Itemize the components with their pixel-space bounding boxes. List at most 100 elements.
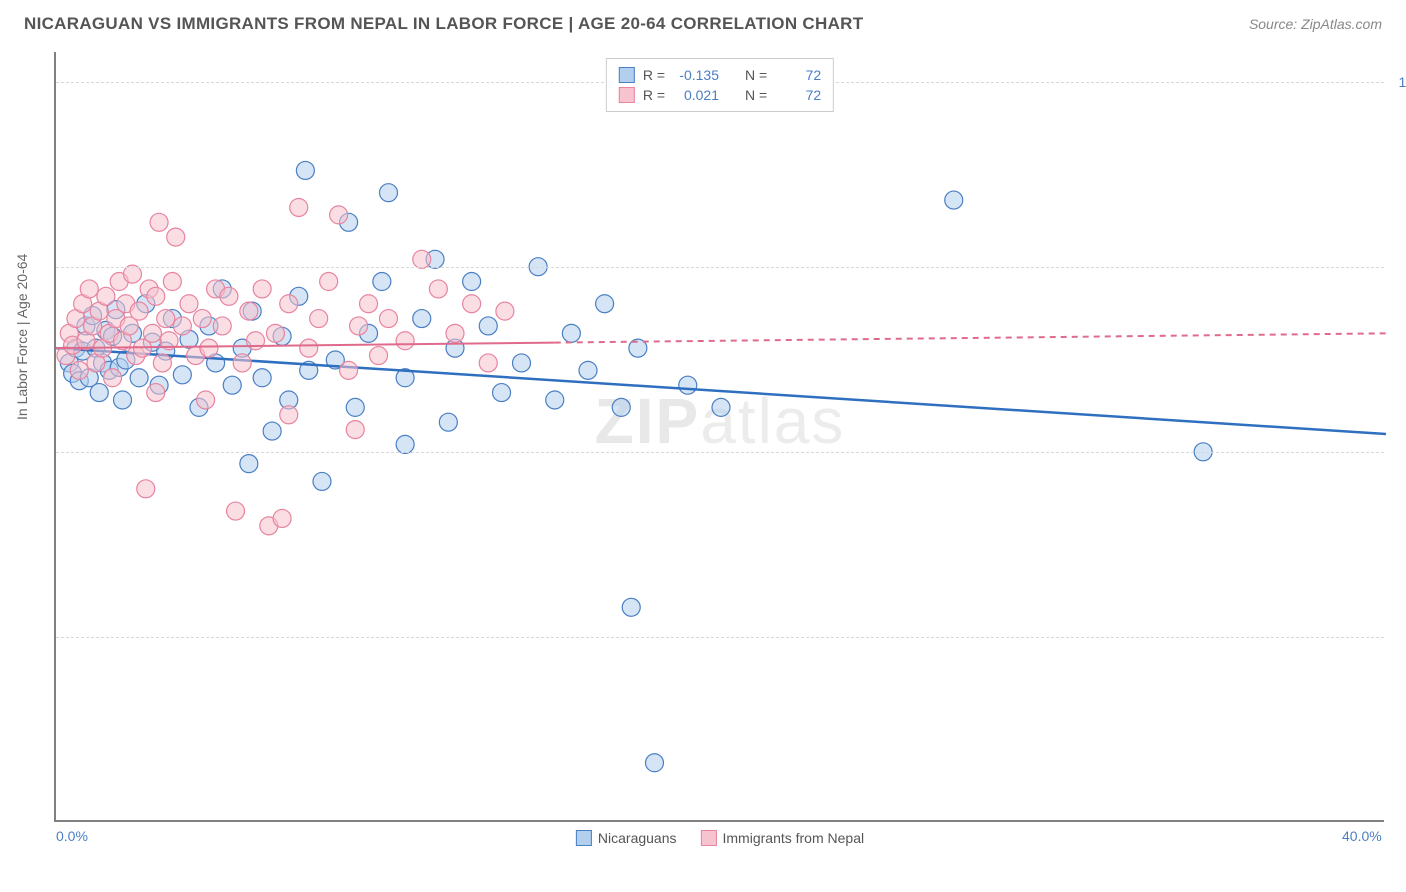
data-point [646,754,664,772]
data-point [173,317,191,335]
data-point [300,339,318,357]
data-point [223,376,241,394]
n-label: N = [745,67,767,83]
data-point [380,184,398,202]
data-point [213,317,231,335]
data-point [247,332,265,350]
data-point [380,310,398,328]
data-point [173,366,191,384]
chart-plot-area: ZIPatlas R = -0.135 N = 72 R = 0.021 N =… [54,52,1384,822]
gridline [56,637,1384,638]
data-point [562,324,580,342]
r-label: R = [643,87,665,103]
data-point [80,280,98,298]
data-point [346,398,364,416]
data-point [350,317,368,335]
legend-item: Nicaraguans [576,830,677,846]
data-point [439,413,457,431]
scatter-svg [56,52,1384,820]
y-axis-label: In Labor Force | Age 20-64 [14,254,30,420]
chart-title: NICARAGUAN VS IMMIGRANTS FROM NEPAL IN L… [24,14,863,34]
data-point [227,502,245,520]
data-point [273,509,291,527]
data-point [280,295,298,313]
data-point [313,472,331,490]
legend-swatch-pink [701,830,717,846]
data-point [310,310,328,328]
data-point [479,354,497,372]
data-point [296,161,314,179]
chart-source: Source: ZipAtlas.com [1249,16,1382,32]
data-point [496,302,514,320]
data-point [233,354,251,372]
legend-swatch-blue [619,67,635,83]
legend-swatch-blue [576,830,592,846]
data-point [396,435,414,453]
data-point [240,455,258,473]
trend-line [56,348,1386,434]
data-point [197,391,215,409]
legend-label: Immigrants from Nepal [723,830,865,846]
chart-header: NICARAGUAN VS IMMIGRANTS FROM NEPAL IN L… [0,0,1406,44]
data-point [373,273,391,291]
data-point [130,369,148,387]
data-point [147,287,165,305]
data-point [513,354,531,372]
data-point [346,421,364,439]
y-tick-label: 62.5% [1390,629,1406,645]
data-point [180,295,198,313]
x-tick-label: 40.0% [1342,828,1382,844]
r-value: -0.135 [673,67,719,83]
data-point [479,317,497,335]
data-point [193,310,211,328]
data-point [320,273,338,291]
legend-item: Immigrants from Nepal [701,830,865,846]
data-point [413,250,431,268]
data-point [330,206,348,224]
data-point [360,295,378,313]
legend-row: R = 0.021 N = 72 [619,85,821,105]
data-point [263,422,281,440]
series-legend: Nicaraguans Immigrants from Nepal [576,830,864,846]
y-tick-label: 87.5% [1390,259,1406,275]
data-point [413,310,431,328]
data-point [130,302,148,320]
data-point [712,398,730,416]
data-point [153,354,171,372]
data-point [143,324,161,342]
data-point [945,191,963,209]
data-point [220,287,238,305]
data-point [340,361,358,379]
data-point [396,332,414,350]
data-point [200,339,218,357]
data-point [370,347,388,365]
data-point [679,376,697,394]
data-point [493,384,511,402]
data-point [163,273,181,291]
data-point [167,228,185,246]
data-point [579,361,597,379]
data-point [123,265,141,283]
y-tick-label: 100.0% [1390,74,1406,90]
gridline [56,267,1384,268]
data-point [446,324,464,342]
data-point [240,302,258,320]
data-point [137,480,155,498]
data-point [253,280,271,298]
data-point [157,310,175,328]
x-tick-label: 0.0% [56,828,88,844]
data-point [114,391,132,409]
data-point [596,295,614,313]
n-label: N = [745,87,767,103]
legend-row: R = -0.135 N = 72 [619,65,821,85]
data-point [90,384,108,402]
data-point [612,398,630,416]
trend-line-dashed [555,333,1386,342]
n-value: 72 [775,67,821,83]
n-value: 72 [775,87,821,103]
data-point [266,324,284,342]
data-point [104,369,122,387]
data-point [463,273,481,291]
data-point [546,391,564,409]
data-point [280,406,298,424]
